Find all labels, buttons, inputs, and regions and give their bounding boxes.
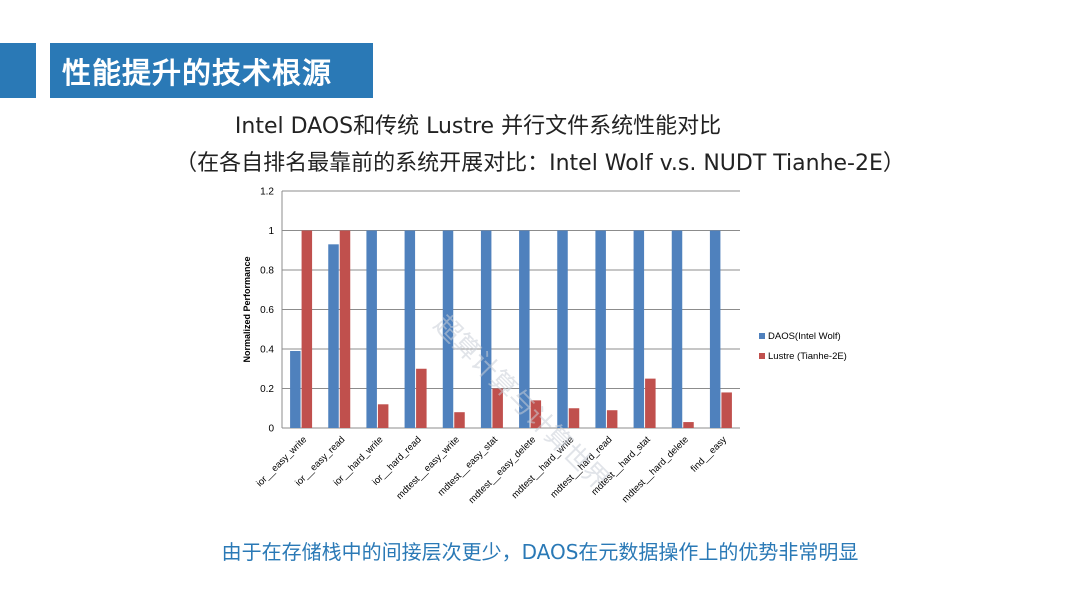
y-tick-label: 0.2 <box>260 384 274 395</box>
y-tick-label: 0.6 <box>260 305 274 316</box>
title-accent-bar <box>0 43 36 98</box>
bar-daos <box>557 230 568 428</box>
bar-lustre <box>721 392 732 428</box>
legend-swatch <box>759 333 765 339</box>
title-banner: 性能提升的技术根源 <box>50 43 373 98</box>
bar-daos <box>404 230 416 428</box>
bar-daos <box>442 230 454 428</box>
bar-daos <box>519 230 530 428</box>
legend-swatch <box>759 353 765 359</box>
chart-heading-line2: （在各自排名最靠前的系统开展对比：Intel Wolf v.s. NUDT Ti… <box>175 151 905 176</box>
bar-lustre <box>683 422 694 428</box>
bar-lustre <box>530 400 542 428</box>
x-tick-label: mdtest__easy_delete <box>467 434 539 506</box>
y-tick-label: 1.2 <box>260 187 274 198</box>
bar-lustre <box>568 408 580 428</box>
bar-lustre <box>377 404 389 428</box>
bar-lustre <box>301 230 313 428</box>
bar-daos <box>709 230 721 428</box>
y-tick-label: 0.8 <box>260 266 274 277</box>
bar-daos <box>595 230 606 428</box>
bar-daos <box>366 230 377 428</box>
bar-daos <box>328 244 339 428</box>
bar-lustre <box>416 368 427 428</box>
bar-daos <box>480 230 492 428</box>
bar-lustre <box>492 388 503 428</box>
legend-label: Lustre (Tianhe-2E) <box>768 351 847 362</box>
y-axis-label: Normalized Performance <box>242 256 252 362</box>
y-tick-label: 0.4 <box>260 345 274 356</box>
bar-daos <box>290 350 301 428</box>
y-tick-label: 0 <box>268 424 274 435</box>
bar-lustre <box>645 378 656 428</box>
legend-label: DAOS(Intel Wolf) <box>768 331 841 342</box>
chart-heading-line1: Intel DAOS和传统 Lustre 并行文件系统性能对比 <box>234 114 722 139</box>
bar-daos <box>671 230 683 428</box>
x-tick-label: mdtest__hard_delete <box>620 434 691 505</box>
slide-title: 性能提升的技术根源 <box>62 55 333 90</box>
x-tick-label: find__easy <box>689 434 729 474</box>
bar-daos <box>633 230 645 428</box>
bar-lustre <box>339 230 351 428</box>
bar-lustre <box>606 410 618 428</box>
bar-lustre <box>454 412 465 428</box>
y-tick-label: 1 <box>268 226 274 237</box>
conclusion-text: 由于在存储栈中的间接层次更少，DAOS在元数据操作上的优势非常明显 <box>221 540 859 564</box>
